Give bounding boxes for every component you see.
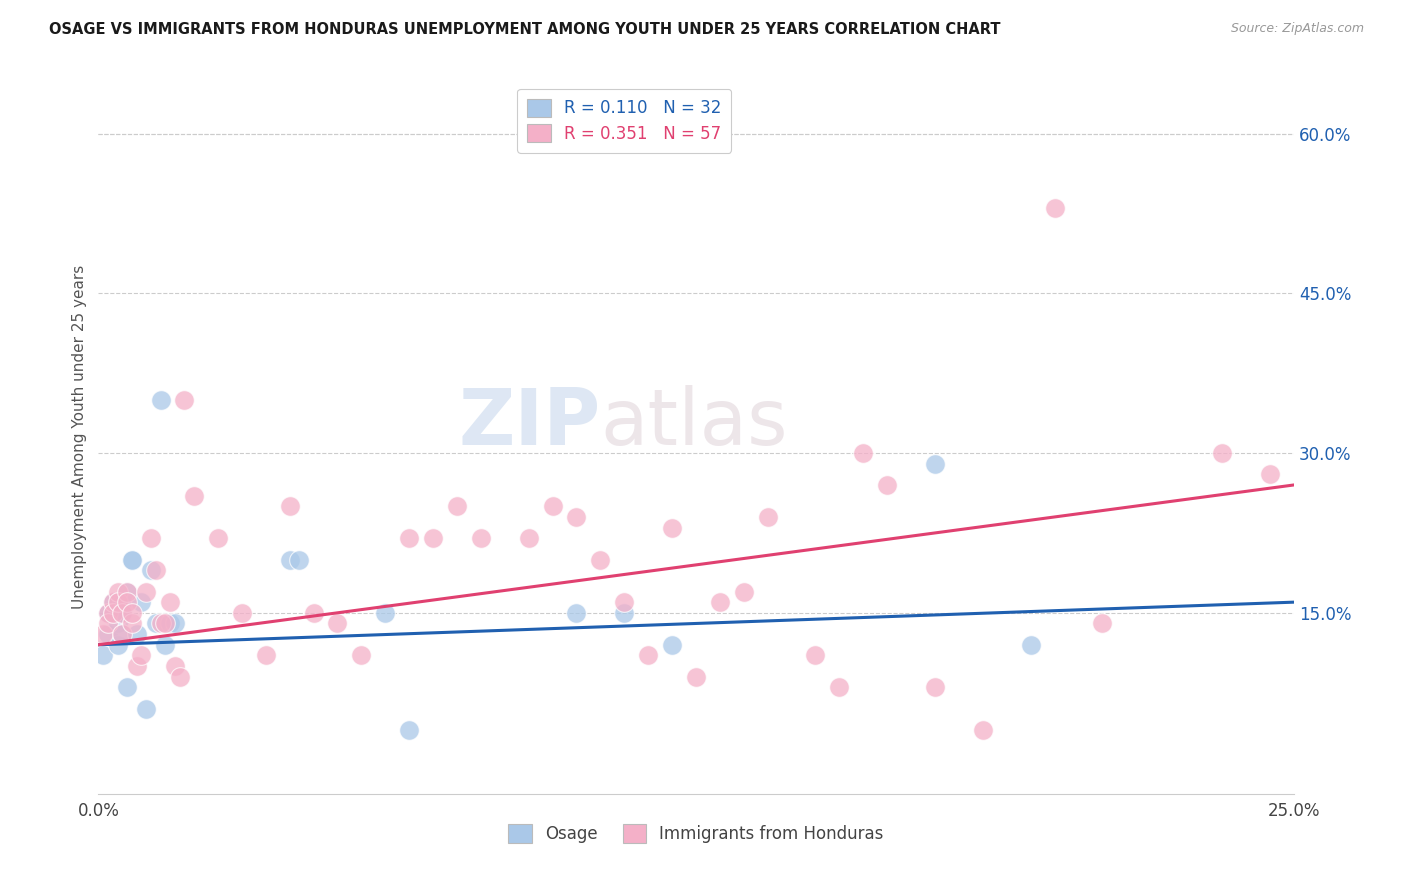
Point [101, 606, 124, 620]
Point [278, 552, 301, 566]
Point [169, 670, 191, 684]
Point [163, 659, 186, 673]
Point [125, 659, 148, 673]
Point [1043, 201, 1066, 215]
Point [288, 552, 311, 566]
Point [163, 616, 186, 631]
Point [565, 510, 588, 524]
Text: OSAGE VS IMMIGRANTS FROM HONDURAS UNEMPLOYMENT AMONG YOUTH UNDER 25 YEARS CORREL: OSAGE VS IMMIGRANTS FROM HONDURAS UNEMPL… [49, 22, 1001, 37]
Point [115, 584, 138, 599]
Point [231, 606, 253, 620]
Point [159, 616, 181, 631]
Point [155, 616, 177, 631]
Point [398, 723, 420, 737]
Point [107, 584, 129, 599]
Point [159, 595, 181, 609]
Point [398, 531, 420, 545]
Point [709, 595, 731, 609]
Point [326, 616, 349, 631]
Text: Source: ZipAtlas.com: Source: ZipAtlas.com [1230, 22, 1364, 36]
Point [125, 627, 148, 641]
Point [101, 606, 124, 620]
Point [1091, 616, 1114, 631]
Point [302, 606, 325, 620]
Point [115, 595, 138, 609]
Point [131, 595, 153, 609]
Point [924, 681, 946, 695]
Legend: Osage, Immigrants from Honduras: Osage, Immigrants from Honduras [502, 818, 890, 850]
Point [613, 606, 636, 620]
Point [637, 648, 659, 663]
Text: atlas: atlas [600, 384, 787, 461]
Point [613, 595, 636, 609]
Point [131, 648, 153, 663]
Point [91, 627, 114, 641]
Point [121, 616, 143, 631]
Point [135, 584, 157, 599]
Point [254, 648, 277, 663]
Point [149, 392, 172, 407]
Point [97, 606, 120, 620]
Point [145, 616, 167, 631]
Point [97, 627, 120, 641]
Point [135, 701, 157, 715]
Point [173, 392, 195, 407]
Point [278, 500, 301, 514]
Point [97, 606, 120, 620]
Point [470, 531, 492, 545]
Point [972, 723, 994, 737]
Point [446, 500, 468, 514]
Point [804, 648, 827, 663]
Point [145, 563, 167, 577]
Point [121, 606, 143, 620]
Point [422, 531, 444, 545]
Point [121, 552, 143, 566]
Point [828, 681, 851, 695]
Point [661, 638, 683, 652]
Point [139, 531, 162, 545]
Point [541, 500, 564, 514]
Point [1019, 638, 1042, 652]
Point [111, 606, 134, 620]
Point [115, 584, 138, 599]
Point [139, 563, 162, 577]
Point [111, 606, 134, 620]
Point [115, 681, 138, 695]
Point [91, 648, 114, 663]
Point [589, 552, 612, 566]
Point [97, 616, 120, 631]
Point [1258, 467, 1281, 482]
Point [852, 446, 875, 460]
Point [565, 606, 588, 620]
Point [1211, 446, 1233, 460]
Point [374, 606, 396, 620]
Point [111, 595, 134, 609]
Point [876, 478, 898, 492]
Point [733, 584, 755, 599]
Point [101, 595, 124, 609]
Point [121, 552, 143, 566]
Text: ZIP: ZIP [458, 384, 600, 461]
Point [101, 595, 124, 609]
Point [924, 457, 946, 471]
Point [107, 616, 129, 631]
Point [350, 648, 373, 663]
Point [155, 638, 177, 652]
Point [111, 627, 134, 641]
Point [207, 531, 229, 545]
Point [107, 638, 129, 652]
Y-axis label: Unemployment Among Youth under 25 years: Unemployment Among Youth under 25 years [72, 265, 87, 609]
Point [685, 670, 707, 684]
Point [756, 510, 779, 524]
Point [517, 531, 540, 545]
Point [183, 489, 205, 503]
Point [661, 520, 683, 534]
Point [107, 595, 129, 609]
Point [111, 627, 134, 641]
Point [149, 616, 172, 631]
